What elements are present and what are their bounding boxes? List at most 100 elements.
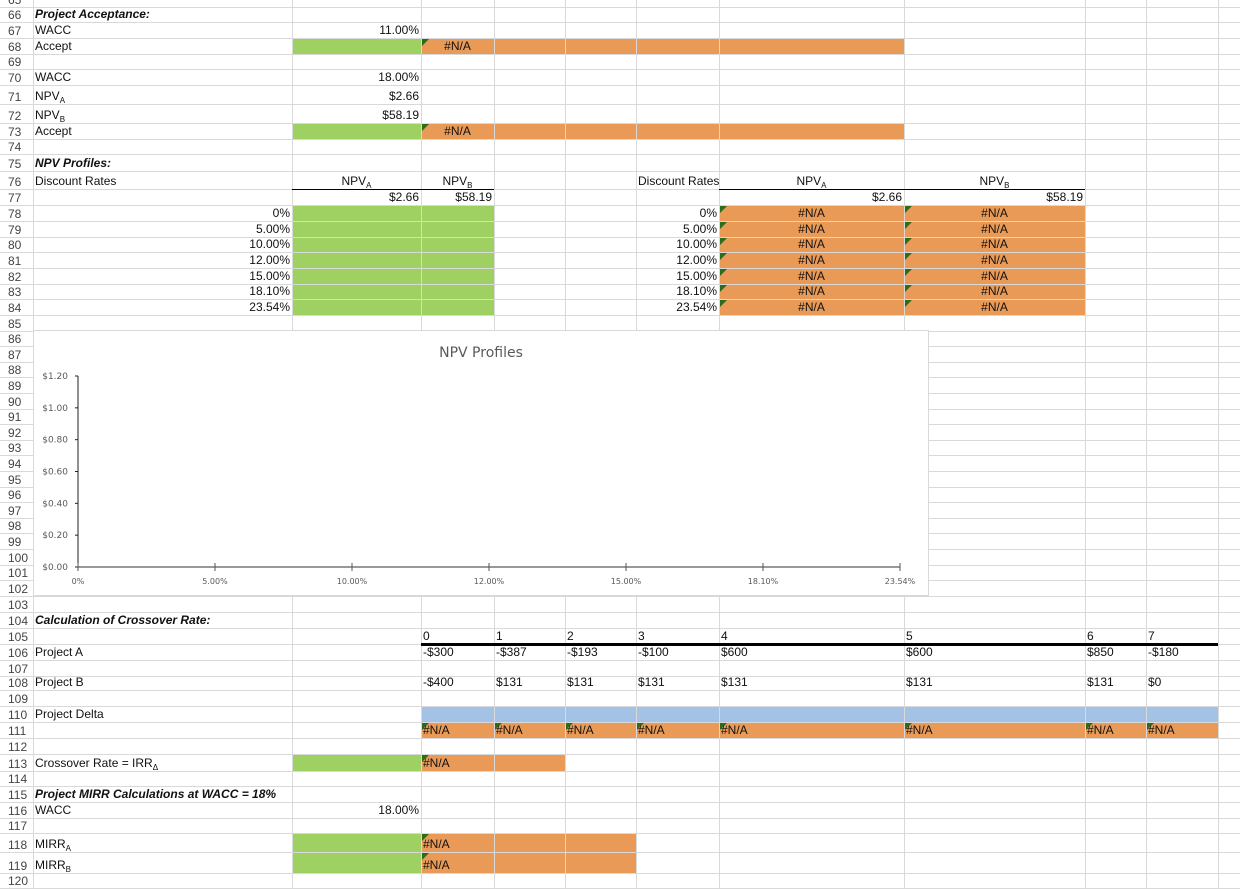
cell-a113[interactable]: Crossover Rate = IRR Δ: [33, 754, 292, 772]
cell-f108[interactable]: $131: [636, 675, 719, 690]
cell-a71[interactable]: NPV A: [33, 85, 292, 105]
error-indicator-icon[interactable]: [720, 269, 727, 276]
cell-g108[interactable]: $131: [719, 675, 904, 690]
cell-e108[interactable]: $131: [565, 675, 636, 690]
cell-a80[interactable]: 10.00%: [33, 237, 292, 253]
row-header[interactable]: 78: [8, 207, 22, 221]
cell-c77[interactable]: $58.19: [421, 189, 494, 205]
cell-h106[interactable]: $600: [904, 644, 1085, 660]
cell-a79[interactable]: 5.00%: [33, 221, 292, 237]
cell-i111[interactable]: #N/A: [1085, 722, 1146, 738]
cell-a118[interactable]: MIRR A: [33, 833, 292, 853]
cell-d108[interactable]: $131: [494, 675, 565, 690]
cell-a72[interactable]: NPV B: [33, 104, 292, 124]
cell-a110[interactable]: Project Delta: [33, 706, 292, 722]
row-header[interactable]: 119: [8, 858, 28, 873]
row-header[interactable]: 76: [8, 175, 22, 189]
cell-c118[interactable]: #N/A: [421, 833, 494, 852]
row-header[interactable]: 109: [8, 691, 29, 706]
row-header[interactable]: 120: [8, 873, 29, 888]
error-indicator-icon[interactable]: [637, 722, 644, 730]
row-header[interactable]: 102: [8, 581, 29, 596]
row-header[interactable]: 75: [8, 157, 22, 171]
cell-a66[interactable]: Project Acceptance:: [33, 7, 292, 22]
row-header[interactable]: 93: [8, 441, 22, 456]
cell-h76[interactable]: NPV B: [904, 171, 1085, 190]
row-header[interactable]: 91: [8, 410, 22, 425]
cell-a70[interactable]: WACC: [33, 69, 292, 85]
row-header[interactable]: 97: [8, 503, 22, 518]
row-header[interactable]: 96: [8, 488, 22, 503]
cell-a68[interactable]: Accept: [33, 38, 292, 54]
cell-h105[interactable]: 5: [904, 628, 1085, 644]
cell-h84[interactable]: #N/A: [904, 299, 1085, 315]
cell-j111[interactable]: #N/A: [1146, 722, 1218, 738]
row-header[interactable]: 74: [8, 140, 22, 154]
cell-h80[interactable]: #N/A: [904, 237, 1085, 253]
row-header[interactable]: 118: [8, 837, 28, 852]
row-header[interactable]: 82: [8, 269, 22, 284]
cell-a82[interactable]: 15.00%: [33, 268, 292, 284]
cell-a108[interactable]: Project B: [33, 675, 292, 690]
row-header[interactable]: 92: [8, 425, 22, 440]
cell-c108[interactable]: -$400: [421, 675, 494, 690]
row-header[interactable]: 95: [8, 472, 22, 487]
row-header[interactable]: 106: [8, 645, 29, 660]
cell-g84[interactable]: #N/A: [719, 299, 904, 315]
cell-c113[interactable]: #N/A: [421, 754, 494, 771]
cell-h83[interactable]: #N/A: [904, 284, 1085, 300]
row-header[interactable]: 114: [8, 771, 28, 786]
cell-j108[interactable]: $0: [1146, 675, 1218, 690]
cell-h82[interactable]: #N/A: [904, 268, 1085, 284]
cell-b72[interactable]: $58.19: [292, 104, 421, 123]
error-indicator-icon[interactable]: [905, 284, 912, 292]
cell-c111[interactable]: #N/A: [421, 722, 494, 738]
row-header[interactable]: 88: [8, 363, 22, 378]
cell-d111[interactable]: #N/A: [494, 722, 565, 738]
error-indicator-icon[interactable]: [422, 852, 429, 860]
cell-a83[interactable]: 18.10%: [33, 284, 292, 300]
row-header[interactable]: 65: [8, 0, 22, 7]
cell-d106[interactable]: -$387: [494, 644, 565, 660]
cell-g79[interactable]: #N/A: [719, 221, 904, 237]
cell-a75[interactable]: NPV Profiles:: [33, 154, 292, 171]
cell-e105[interactable]: 2: [565, 628, 636, 644]
row-header[interactable]: 68: [8, 40, 22, 54]
error-indicator-icon[interactable]: [905, 300, 912, 308]
cell-i105[interactable]: 6: [1085, 628, 1146, 644]
error-indicator-icon[interactable]: [422, 124, 429, 131]
cell-g77[interactable]: $2.66: [719, 189, 904, 205]
cell-a84[interactable]: 23.54%: [33, 299, 292, 315]
cell-b70[interactable]: 18.00%: [292, 69, 421, 85]
cell-g81[interactable]: #N/A: [719, 252, 904, 268]
error-indicator-icon[interactable]: [495, 722, 502, 730]
cell-h111[interactable]: #N/A: [904, 722, 1085, 738]
cell-b67[interactable]: 11.00%: [292, 22, 421, 38]
row-header[interactable]: 99: [8, 535, 22, 549]
cell-c119[interactable]: #N/A: [421, 852, 494, 873]
row-header[interactable]: 116: [8, 803, 28, 818]
cell-d105[interactable]: 1: [494, 628, 565, 644]
row-header[interactable]: 100: [8, 550, 29, 565]
cell-g111[interactable]: #N/A: [719, 722, 904, 738]
cell-h81[interactable]: #N/A: [904, 252, 1085, 268]
error-indicator-icon[interactable]: [905, 269, 912, 276]
error-indicator-icon[interactable]: [566, 722, 573, 730]
error-indicator-icon[interactable]: [720, 284, 727, 292]
error-indicator-icon[interactable]: [720, 722, 727, 730]
cell-f80[interactable]: 10.00%: [636, 237, 719, 253]
cell-f83[interactable]: 18.10%: [636, 284, 719, 300]
cell-g78[interactable]: #N/A: [719, 205, 904, 221]
cell-j105[interactable]: 7: [1146, 628, 1218, 644]
error-indicator-icon[interactable]: [905, 237, 912, 245]
row-header[interactable]: 90: [8, 394, 22, 409]
error-indicator-icon[interactable]: [905, 206, 912, 213]
error-indicator-icon[interactable]: [422, 722, 429, 730]
row-header[interactable]: 105: [8, 629, 29, 644]
cell-h78[interactable]: #N/A: [904, 205, 1085, 221]
cell-c73[interactable]: #N/A: [421, 123, 494, 139]
row-header[interactable]: 73: [8, 125, 22, 139]
cell-f106[interactable]: -$100: [636, 644, 719, 660]
cell-b77[interactable]: $2.66: [292, 189, 421, 205]
